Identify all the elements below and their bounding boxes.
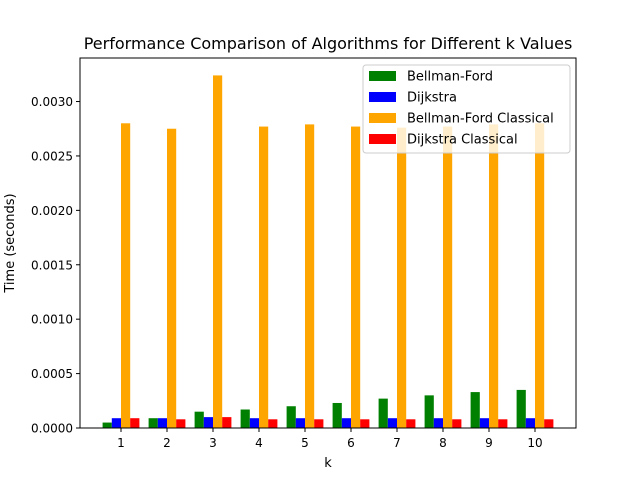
y-tick-label: 0.0005 — [31, 367, 73, 381]
x-tick-label: 6 — [347, 436, 355, 450]
x-tick-label: 8 — [439, 436, 447, 450]
bar-series-3-k-7 — [397, 127, 407, 428]
bar-series-4-k-6 — [360, 419, 370, 428]
bar-series-4-k-4 — [268, 419, 278, 428]
x-tick-label: 1 — [117, 436, 125, 450]
series-4 — [130, 417, 554, 428]
bar-series-3-k-5 — [305, 124, 315, 428]
x-tick-label: 9 — [485, 436, 493, 450]
bar-series-4-k-1 — [130, 418, 140, 428]
bar-series-2-k-4 — [249, 418, 259, 428]
y-tick-label: 0.0010 — [31, 313, 73, 327]
bar-series-2-k-6 — [341, 418, 351, 428]
legend-swatch — [369, 71, 396, 81]
y-tick-label: 0.0030 — [31, 95, 73, 109]
legend: Bellman-Ford Dijkstra Bellman-Ford Classic… — [362, 64, 571, 154]
bar-series-1-k-6 — [332, 402, 342, 428]
bar-series-3-k-2 — [167, 128, 177, 428]
series-1 — [102, 389, 526, 428]
bar-series-1-k-5 — [286, 406, 296, 428]
x-tick-label: 2 — [163, 436, 171, 450]
y-axis-label: Time (seconds) — [3, 193, 18, 293]
bar-series-2-k-9 — [479, 418, 489, 428]
legend-swatch — [369, 134, 396, 144]
bar-series-4-k-5 — [314, 419, 324, 428]
bar-series-1-k-7 — [378, 398, 388, 428]
bar-series-3-k-10 — [535, 123, 545, 428]
bar-series-2-k-3 — [203, 417, 213, 428]
legend-swatch — [369, 92, 396, 102]
y-axis: 0.0000 0.0005 0.0010 0.0015 0.0020 0.0025 0.00… — [31, 95, 80, 436]
chart-title: Performance Comparison of Algorithms for… — [84, 34, 573, 53]
x-tick-label: 4 — [255, 436, 263, 450]
bar-series-2-k-8 — [433, 418, 443, 428]
bars-layer — [102, 75, 554, 428]
bar-series-2-k-10 — [525, 418, 535, 428]
bar-series-1-k-9 — [470, 392, 480, 428]
legend-label: Dijkstra Classical — [407, 133, 518, 148]
bar-series-2-k-7 — [387, 418, 397, 428]
bar-series-4-k-3 — [222, 417, 232, 428]
series-3 — [121, 75, 545, 428]
bar-series-4-k-8 — [452, 419, 462, 428]
x-tick-label: 5 — [301, 436, 309, 450]
bar-series-1-k-1 — [102, 422, 112, 428]
bar-series-4-k-10 — [544, 419, 554, 428]
bar-series-4-k-2 — [176, 419, 186, 428]
bar-series-1-k-3 — [194, 411, 204, 428]
bar-series-3-k-6 — [351, 126, 361, 428]
y-tick-label: 0.0020 — [31, 204, 73, 218]
legend-label: Bellman-Ford — [407, 70, 493, 85]
y-tick-label: 0.0000 — [31, 422, 73, 436]
plot-frame — [79, 57, 577, 429]
bar-series-4-k-9 — [498, 419, 508, 428]
bar-series-4-k-7 — [406, 419, 416, 428]
bar-series-3-k-9 — [489, 124, 499, 428]
y-tick-label: 0.0025 — [31, 149, 73, 163]
bar-series-2-k-1 — [111, 418, 121, 428]
legend-box — [362, 64, 571, 154]
bar-series-2-k-2 — [157, 418, 167, 428]
legend-label: Bellman-Ford Classical — [407, 112, 554, 127]
series-2 — [111, 417, 535, 428]
x-tick-label: 10 — [527, 436, 542, 450]
bar-series-2-k-5 — [295, 418, 305, 428]
bar-series-1-k-2 — [148, 418, 158, 428]
legend-swatch — [369, 113, 396, 123]
bar-series-3-k-4 — [259, 126, 269, 428]
y-tick-label: 0.0015 — [31, 258, 73, 272]
x-axis-label: k — [324, 456, 332, 471]
bar-series-1-k-8 — [424, 395, 434, 428]
bar-series-3-k-1 — [121, 123, 131, 428]
x-tick-label: 3 — [209, 436, 217, 450]
x-tick-label: 7 — [393, 436, 401, 450]
bar-series-1-k-10 — [516, 389, 526, 428]
bar-series-3-k-3 — [213, 75, 223, 428]
x-axis: 1 2 3 4 5 6 7 8 9 10 — [117, 428, 543, 450]
bar-series-3-k-8 — [443, 126, 453, 428]
legend-label: Dijkstra — [407, 91, 457, 106]
bar-series-1-k-4 — [240, 409, 250, 428]
